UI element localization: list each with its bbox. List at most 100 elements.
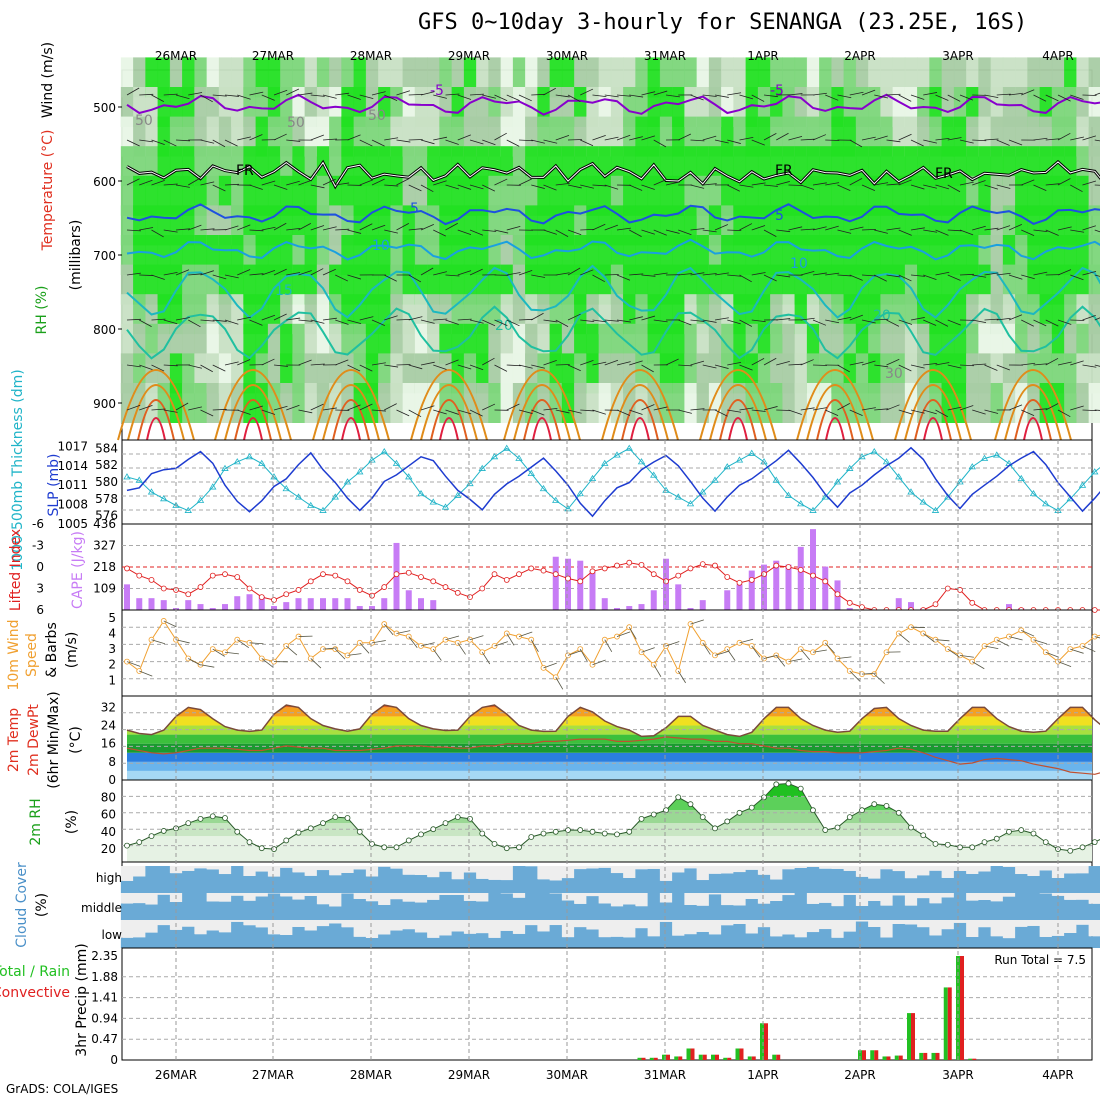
rh-shade-cell bbox=[819, 383, 832, 423]
wind-barb bbox=[776, 409, 791, 411]
wind-barb bbox=[800, 271, 815, 276]
wind-barb bbox=[396, 409, 410, 417]
ylabel-wind: Wind (m/s) bbox=[40, 42, 56, 118]
wind-barb bbox=[188, 406, 202, 411]
cloud-gap bbox=[157, 920, 171, 926]
date-label-top: 27MAR bbox=[252, 49, 294, 63]
rh-shade-cell bbox=[892, 383, 906, 423]
wind-barb bbox=[1021, 629, 1035, 637]
wind-barb bbox=[531, 139, 545, 144]
thickness-line-point bbox=[772, 476, 780, 483]
thickness-line-point bbox=[515, 454, 523, 461]
rh-shade-cell bbox=[292, 383, 306, 423]
wind-barb bbox=[886, 404, 900, 411]
wind-barb bbox=[469, 93, 484, 96]
cloud-cell bbox=[745, 869, 759, 893]
warm-contour bbox=[513, 384, 571, 441]
wind-barb bbox=[457, 364, 472, 370]
wind-barb bbox=[739, 184, 754, 188]
li-line-point bbox=[810, 572, 816, 579]
precip-bar-total bbox=[870, 1050, 875, 1060]
wind-barb bbox=[126, 272, 141, 276]
wind-barb bbox=[751, 225, 766, 231]
warm-contour bbox=[796, 369, 874, 441]
rh-shade-cell bbox=[182, 383, 195, 423]
precip-bar-total bbox=[943, 987, 948, 1060]
cloud-gap bbox=[941, 893, 955, 898]
wind-barb bbox=[555, 364, 570, 366]
cloud-cell bbox=[1064, 932, 1077, 948]
wind-barb bbox=[825, 182, 840, 186]
cloud-gap bbox=[978, 893, 992, 900]
wind-barb bbox=[739, 638, 754, 644]
warm-contour bbox=[341, 417, 361, 441]
cloud-cell bbox=[292, 872, 306, 893]
cloud-cell bbox=[855, 876, 869, 893]
rh-tick: 60 bbox=[101, 808, 116, 822]
li-line-point bbox=[846, 599, 853, 606]
cloud-gap bbox=[427, 866, 440, 878]
rh-line-point bbox=[614, 831, 620, 838]
wind-barb bbox=[641, 184, 655, 190]
cloud-cell bbox=[267, 876, 281, 893]
cloud-cell bbox=[525, 893, 538, 920]
cloud-cell bbox=[1027, 925, 1041, 948]
wind-barb bbox=[959, 273, 975, 276]
cloud-gap bbox=[574, 866, 587, 870]
precip-bar-convective bbox=[715, 1054, 719, 1060]
wind-barb bbox=[224, 94, 239, 97]
cloud-gap bbox=[831, 893, 845, 907]
cape-bar bbox=[271, 606, 277, 610]
wind-barb bbox=[972, 180, 986, 186]
wind-barb bbox=[1094, 229, 1100, 233]
cloud-gap bbox=[721, 893, 734, 906]
rh-line-point bbox=[320, 820, 326, 827]
cape-bar bbox=[344, 598, 351, 610]
cloud-gap bbox=[561, 920, 575, 938]
cloud-cell bbox=[659, 880, 673, 893]
wind-barb bbox=[1045, 138, 1060, 141]
cape-bar bbox=[601, 598, 608, 610]
wind-barb bbox=[1082, 225, 1096, 231]
wind-barb bbox=[273, 184, 288, 190]
cloud-gap bbox=[451, 920, 465, 932]
wind-barb bbox=[959, 654, 974, 658]
wind-barb bbox=[910, 364, 925, 369]
cloud-level-label: middle bbox=[81, 901, 122, 915]
li-line-point bbox=[687, 565, 694, 572]
cloud-cell bbox=[831, 937, 845, 948]
wind-barb bbox=[200, 364, 213, 373]
cloud-cell bbox=[194, 893, 208, 920]
wind-barb bbox=[629, 409, 643, 415]
cloud-gap bbox=[855, 920, 869, 922]
cloud-gap bbox=[194, 866, 208, 869]
wind-barb bbox=[286, 227, 301, 231]
cloud-gap bbox=[929, 866, 943, 871]
cloud-cell bbox=[476, 901, 489, 920]
cloud-gap bbox=[341, 866, 355, 873]
wind-barb bbox=[923, 139, 937, 144]
wind-barb bbox=[837, 656, 852, 659]
wind-barb bbox=[886, 139, 901, 143]
wind-barb bbox=[249, 134, 263, 141]
wind-barb bbox=[224, 225, 239, 231]
cloud-gap bbox=[855, 893, 869, 906]
wind-barb bbox=[690, 184, 705, 189]
wind-barb bbox=[567, 267, 581, 276]
wind-barb bbox=[371, 362, 386, 366]
wind-barb bbox=[604, 359, 619, 366]
wind-barb bbox=[935, 271, 950, 276]
cloud-cell bbox=[917, 875, 930, 893]
rh-shade-cell bbox=[304, 383, 318, 423]
cloud-cell bbox=[782, 869, 796, 893]
wind-barb bbox=[433, 136, 448, 141]
li-tick: 3 bbox=[36, 582, 44, 596]
wind-barb bbox=[212, 184, 226, 192]
wind-barb bbox=[690, 408, 705, 411]
cloud-cell bbox=[880, 869, 894, 893]
cloud-cell bbox=[610, 936, 624, 948]
cloud-cell bbox=[794, 893, 808, 920]
cloud-gap bbox=[280, 866, 293, 868]
wind-barb bbox=[1045, 94, 1059, 102]
